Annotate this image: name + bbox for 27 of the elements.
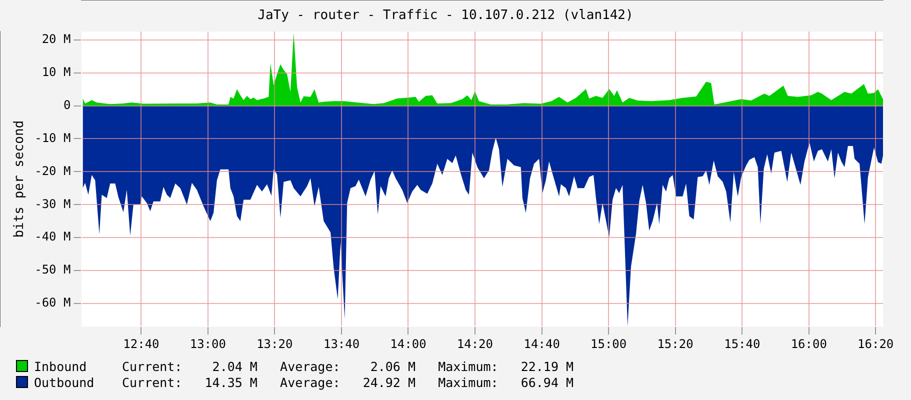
x-tick-label: 13:00	[190, 336, 226, 351]
x-tick-label: 13:20	[256, 336, 293, 351]
y-tick-label: -60 M	[34, 296, 71, 310]
x-tick-label: 14:20	[456, 336, 494, 351]
y-tick-label: -50 M	[34, 262, 71, 277]
x-tick-label: 15:20	[657, 336, 694, 351]
y-tick-label: -20 M	[34, 164, 71, 178]
y-tick-label: -10 M	[34, 130, 71, 145]
y-axis-title: bits per second	[12, 120, 28, 238]
y-tick-label: 0	[63, 98, 71, 112]
y-tick-label: -40 M	[34, 230, 71, 244]
x-tick-label: 14:00	[390, 336, 426, 351]
chart-title: JaTy - router - Traffic - 10.107.0.212 (vlan142)	[258, 8, 634, 24]
x-tick-label: 12:40	[123, 336, 160, 351]
y-tick-label: -30 M	[34, 196, 71, 211]
y-tick-label: 20 M	[42, 32, 71, 46]
y-tick-label: 10 M	[42, 64, 71, 79]
x-tick-label: 13:40	[323, 336, 360, 351]
x-tick-label: 14:40	[524, 336, 560, 351]
legend-label: Outbound	[34, 374, 96, 390]
x-tick-label: 15:40	[724, 336, 760, 351]
x-tick-label: 16:20	[858, 336, 894, 351]
x-tick-label: 16:00	[790, 336, 827, 351]
text: Current: 14.35 M Average: 24.92 M Maximum: 66.94 M	[122, 374, 574, 390]
text: Current: 2.04 M Average: 2.06 M Maximum: 22.19 M	[122, 358, 574, 374]
x-tick-label: 15:00	[590, 336, 627, 351]
legend-label: Inbound	[34, 358, 88, 374]
